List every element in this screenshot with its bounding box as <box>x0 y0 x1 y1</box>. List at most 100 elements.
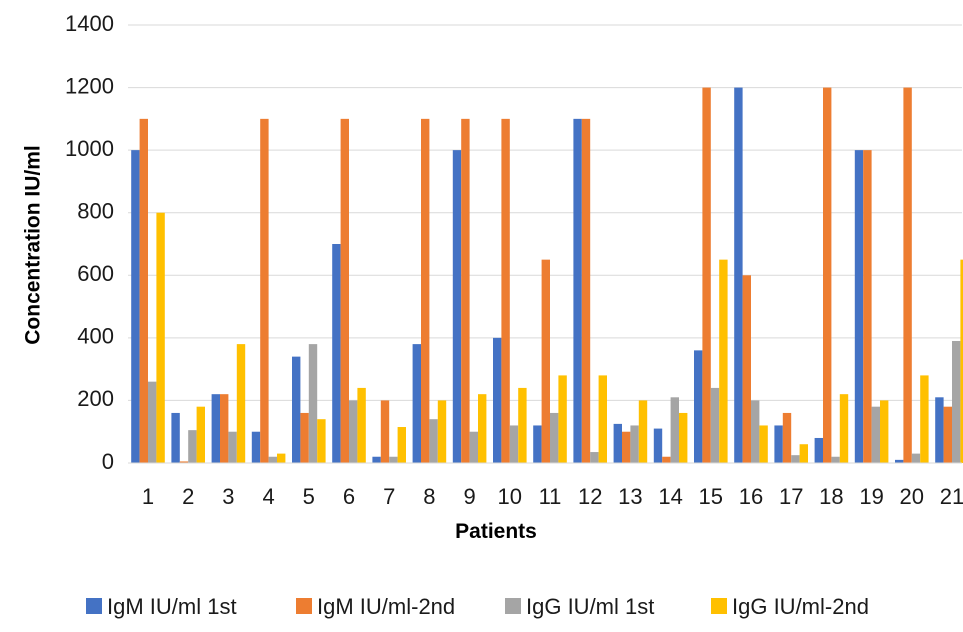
bar-igg-iu-ml-1st-patient-13 <box>630 425 639 463</box>
bar-igg-iu-ml-1st-patient-3 <box>228 431 237 463</box>
bar-igm-iu-ml-2nd-patient-7 <box>380 400 390 463</box>
bar-igm-iu-ml-2nd-patient-4 <box>260 118 269 463</box>
x-tick-label: 13 <box>618 484 642 509</box>
bar-igm-iu-ml-2nd-patient-13 <box>622 431 631 463</box>
legend-swatch <box>86 598 102 614</box>
bar-igg-iu-ml-1st-patient-4 <box>268 456 277 463</box>
bar-igg-iu-ml-2nd-patient-7 <box>397 427 406 463</box>
x-tick-label: 18 <box>819 484 843 509</box>
bar-igm-iu-ml-1st-patient-3 <box>211 394 220 463</box>
x-tick-label: 21 <box>940 484 963 509</box>
bar-igm-iu-ml-2nd-patient-20 <box>903 87 912 464</box>
bar-igm-iu-ml-1st-patient-10 <box>493 337 502 463</box>
bar-igm-iu-ml-2nd-patient-6 <box>340 118 349 463</box>
y-tick-label: 0 <box>102 449 114 474</box>
bar-igm-iu-ml-1st-patient-7 <box>372 456 381 463</box>
x-tick-label: 12 <box>578 484 602 509</box>
legend-swatch <box>505 598 521 614</box>
bar-igm-iu-ml-2nd-patient-9 <box>461 118 470 463</box>
y-tick-label: 1200 <box>65 73 114 98</box>
bar-igg-iu-ml-2nd-patient-14 <box>679 412 688 463</box>
bar-igg-iu-ml-1st-patient-7 <box>389 456 398 463</box>
bar-igg-iu-ml-1st-patient-8 <box>429 419 438 463</box>
bar-igm-iu-ml-2nd-patient-15 <box>702 87 711 464</box>
legend-label: IgM IU/ml-2nd <box>317 594 455 619</box>
bar-igg-iu-ml-2nd-patient-19 <box>880 400 889 463</box>
x-tick-label: 9 <box>463 484 475 509</box>
bar-igm-iu-ml-2nd-patient-10 <box>501 118 510 463</box>
bar-igg-iu-ml-2nd-patient-20 <box>920 375 929 463</box>
bar-igg-iu-ml-2nd-patient-1 <box>156 212 165 463</box>
bar-igg-iu-ml-2nd-patient-5 <box>317 419 326 463</box>
legend-swatch <box>711 598 727 614</box>
bar-igm-iu-ml-1st-patient-13 <box>613 423 622 463</box>
bar-igm-iu-ml-2nd-patient-5 <box>300 412 309 463</box>
bar-igg-iu-ml-2nd-patient-3 <box>236 344 246 463</box>
bar-igm-iu-ml-1st-patient-6 <box>332 244 341 463</box>
bars <box>131 87 963 464</box>
bar-igg-iu-ml-1st-patient-2 <box>188 430 197 463</box>
bar-igg-iu-ml-2nd-patient-11 <box>558 375 567 463</box>
x-axis-ticks: 1 2 3 4 5 6 7 8 9 10 11 12 13 14 15 16 17 18 19 20 21 <box>142 484 963 509</box>
bar-igm-iu-ml-1st-patient-5 <box>292 356 301 463</box>
bar-igm-iu-ml-2nd-patient-18 <box>823 87 832 464</box>
bar-igm-iu-ml-1st-patient-15 <box>694 350 703 463</box>
bar-igm-iu-ml-1st-patient-20 <box>895 459 904 463</box>
y-tick-label: 800 <box>77 199 114 224</box>
bar-igm-iu-ml-1st-patient-4 <box>251 431 261 463</box>
bar-igm-iu-ml-2nd-patient-11 <box>541 259 550 463</box>
x-tick-label: 15 <box>699 484 723 509</box>
bar-igg-iu-ml-2nd-patient-2 <box>196 406 205 463</box>
legend: IgM IU/ml 1st IgM IU/ml-2nd IgG IU/ml 1st I… <box>86 594 869 619</box>
bar-igg-iu-ml-1st-patient-10 <box>509 425 519 463</box>
bar-igg-iu-ml-1st-patient-14 <box>670 397 679 463</box>
bar-igm-iu-ml-1st-patient-19 <box>854 150 864 463</box>
bar-igm-iu-ml-2nd-patient-8 <box>421 118 430 463</box>
x-tick-label: 6 <box>343 484 355 509</box>
bar-igg-iu-ml-2nd-patient-12 <box>598 375 607 463</box>
bar-igm-iu-ml-1st-patient-2 <box>171 412 180 463</box>
bar-igm-iu-ml-2nd-patient-3 <box>220 394 229 463</box>
y-axis-title: Concentration IU/ml <box>22 145 45 345</box>
bar-igm-iu-ml-1st-patient-11 <box>533 425 542 463</box>
bar-igg-iu-ml-1st-patient-18 <box>831 456 840 463</box>
bar-igm-iu-ml-2nd-patient-12 <box>581 118 591 463</box>
bar-igg-iu-ml-2nd-patient-13 <box>638 400 648 463</box>
bar-igg-iu-ml-1st-patient-21 <box>952 340 961 463</box>
x-tick-label: 11 <box>539 484 562 509</box>
bar-igm-iu-ml-1st-patient-18 <box>814 437 823 463</box>
x-tick-label: 10 <box>498 484 522 509</box>
bar-igg-iu-ml-1st-patient-19 <box>871 406 880 463</box>
y-tick-label: 200 <box>77 386 114 411</box>
bar-igg-iu-ml-1st-patient-20 <box>911 453 921 463</box>
y-tick-label: 1000 <box>65 136 114 161</box>
bar-igm-iu-ml-2nd-patient-2 <box>179 461 189 463</box>
bar-igg-iu-ml-2nd-patient-6 <box>357 387 366 463</box>
bar-igg-iu-ml-1st-patient-5 <box>308 344 318 463</box>
bar-igg-iu-ml-1st-patient-9 <box>469 431 478 463</box>
bar-igm-iu-ml-2nd-patient-19 <box>863 150 872 463</box>
bar-igm-iu-ml-2nd-patient-16 <box>742 275 751 463</box>
bar-igm-iu-ml-1st-patient-1 <box>131 150 140 463</box>
x-tick-label: 16 <box>739 484 763 509</box>
bar-igg-iu-ml-2nd-patient-17 <box>799 444 808 463</box>
legend-label: IgG IU/ml 1st <box>526 594 654 619</box>
bar-igm-iu-ml-1st-patient-21 <box>935 397 944 463</box>
bar-igm-iu-ml-2nd-patient-17 <box>782 412 792 463</box>
bar-igm-iu-ml-2nd-patient-14 <box>662 456 671 463</box>
bar-igg-iu-ml-2nd-patient-21 <box>960 259 963 463</box>
y-tick-label: 1400 <box>65 11 114 36</box>
bar-igg-iu-ml-2nd-patient-15 <box>719 259 728 463</box>
x-tick-label: 5 <box>303 484 315 509</box>
x-tick-label: 3 <box>222 484 234 509</box>
x-tick-label: 1 <box>142 484 154 509</box>
bar-igm-iu-ml-1st-patient-14 <box>653 428 663 463</box>
bar-igg-iu-ml-1st-patient-12 <box>590 452 599 463</box>
y-tick-label: 400 <box>77 324 114 349</box>
bar-igm-iu-ml-1st-patient-16 <box>734 87 743 464</box>
bar-igg-iu-ml-1st-patient-17 <box>791 455 800 463</box>
y-tick-label: 600 <box>77 261 114 286</box>
bar-igg-iu-ml-2nd-patient-10 <box>518 387 527 463</box>
bar-igg-iu-ml-1st-patient-16 <box>751 400 760 463</box>
